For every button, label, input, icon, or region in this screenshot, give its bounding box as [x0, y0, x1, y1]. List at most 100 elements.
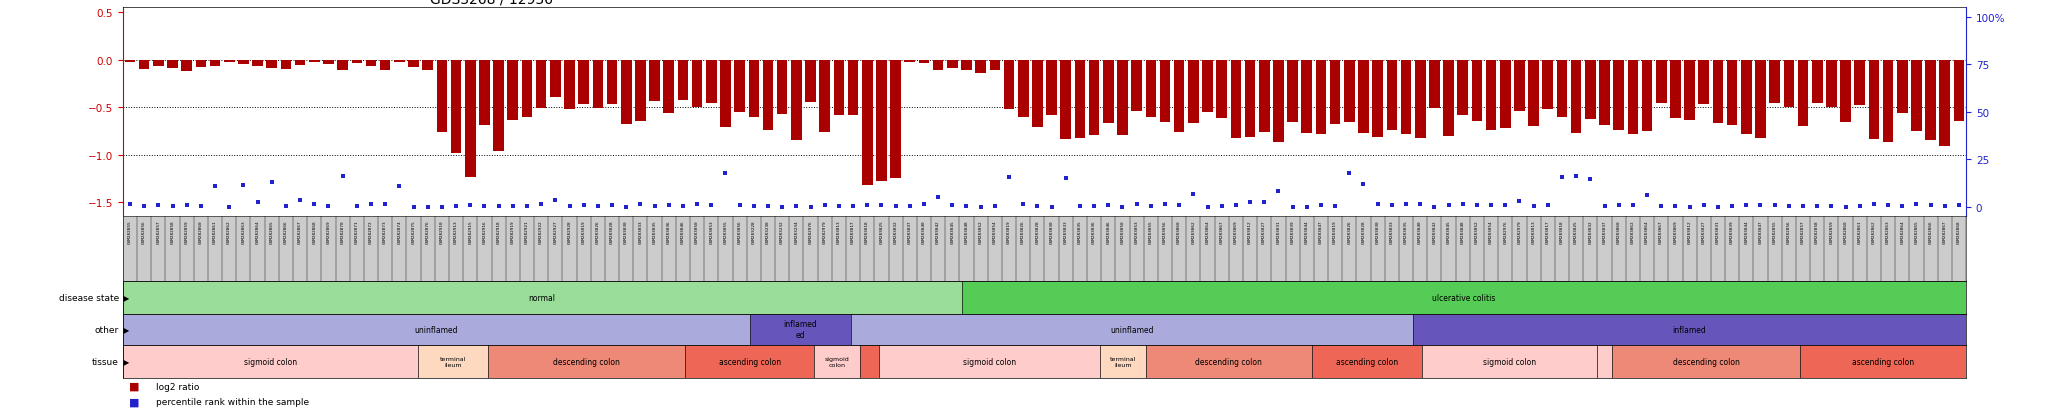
Bar: [1485, 60, 1497, 131]
Bar: [776, 60, 788, 115]
Point: [1262, 188, 1294, 195]
Point: [1561, 173, 1593, 180]
Point: [397, 204, 430, 210]
Text: GSM283053: GSM283053: [709, 219, 713, 243]
Point: [709, 170, 741, 177]
Text: GSM283230: GSM283230: [766, 219, 770, 243]
Text: GSM282867: GSM282867: [299, 219, 303, 243]
Bar: [877, 60, 887, 182]
Text: descending colon: descending colon: [1673, 357, 1739, 366]
Point: [227, 182, 260, 189]
Point: [1872, 202, 1905, 209]
Point: [838, 204, 870, 210]
Bar: [508, 60, 518, 121]
Bar: [465, 60, 475, 178]
Text: GSM283017: GSM283017: [1546, 219, 1550, 243]
Point: [213, 204, 246, 211]
Bar: [1683, 60, 1696, 121]
Point: [1034, 204, 1067, 210]
Point: [1688, 202, 1720, 209]
Bar: [1800, 345, 1966, 378]
Point: [539, 197, 571, 203]
Point: [1575, 176, 1608, 183]
Bar: [1159, 60, 1169, 123]
Point: [1772, 203, 1804, 210]
Bar: [563, 60, 575, 110]
Text: GSM283048: GSM283048: [1460, 219, 1464, 243]
Point: [481, 204, 514, 210]
Text: GSM282916: GSM282916: [483, 219, 487, 243]
Bar: [522, 60, 532, 117]
Bar: [1430, 60, 1440, 109]
Text: GSM283060: GSM283060: [1178, 219, 1182, 243]
Text: GSM283037: GSM283037: [1602, 219, 1606, 243]
Bar: [664, 60, 674, 113]
Bar: [1358, 60, 1368, 134]
Point: [596, 202, 629, 209]
Point: [1602, 203, 1634, 209]
Text: GSM283060: GSM283060: [1616, 219, 1620, 243]
Text: GSM282858: GSM282858: [1815, 219, 1819, 243]
Text: GSM283069: GSM283069: [1673, 219, 1677, 243]
Bar: [805, 60, 815, 103]
Point: [907, 202, 940, 208]
Bar: [1386, 60, 1397, 130]
Bar: [1343, 60, 1354, 123]
Text: GSM282864: GSM282864: [256, 219, 260, 243]
Bar: [1274, 60, 1284, 142]
Text: GSM283033: GSM283033: [1063, 219, 1067, 243]
Text: GSM283042: GSM283042: [1432, 219, 1436, 243]
Bar: [834, 60, 844, 116]
Text: GSM283050: GSM283050: [694, 219, 698, 243]
Point: [1460, 202, 1493, 209]
Bar: [963, 281, 1966, 314]
Bar: [139, 60, 150, 70]
Text: GSM283028: GSM283028: [1362, 219, 1366, 243]
Bar: [1315, 60, 1327, 134]
Point: [1362, 202, 1395, 208]
Point: [1063, 203, 1096, 210]
Bar: [1260, 60, 1270, 133]
Bar: [1401, 60, 1411, 134]
Text: ▶: ▶: [121, 325, 129, 334]
Point: [1645, 204, 1677, 210]
Text: GSM283019: GSM283019: [1333, 219, 1337, 243]
Point: [369, 202, 401, 208]
Point: [426, 204, 459, 211]
Bar: [1444, 60, 1454, 137]
Bar: [860, 345, 879, 378]
Text: descending colon: descending colon: [553, 357, 621, 366]
Text: GSM282979: GSM282979: [823, 219, 827, 243]
Text: GSM283064: GSM283064: [1645, 219, 1649, 243]
Text: ulcerative colitis: ulcerative colitis: [1432, 293, 1495, 302]
Point: [1049, 175, 1081, 182]
Bar: [1882, 60, 1894, 142]
Bar: [1372, 60, 1382, 137]
Point: [311, 203, 344, 210]
Text: GSM283054: GSM283054: [1489, 219, 1493, 243]
Text: GSM283045: GSM283045: [950, 219, 954, 243]
Text: GSM283030: GSM283030: [1049, 219, 1053, 243]
Text: GSM282863: GSM282863: [242, 219, 246, 243]
Text: GSM283025: GSM283025: [1575, 219, 1579, 243]
Text: GSM282976: GSM282976: [809, 219, 813, 243]
Bar: [324, 60, 334, 65]
Text: normal: normal: [528, 293, 555, 302]
Text: GSM282919: GSM282919: [510, 219, 514, 243]
Text: GSM282855: GSM282855: [1774, 219, 1778, 243]
Point: [1929, 203, 1962, 210]
Point: [1915, 202, 1948, 209]
Text: sigmoid colon: sigmoid colon: [1483, 357, 1536, 366]
Text: GSM282918: GSM282918: [496, 219, 500, 243]
Bar: [819, 60, 829, 132]
Point: [285, 197, 317, 204]
Point: [113, 202, 145, 208]
Point: [1786, 204, 1819, 210]
Bar: [436, 60, 446, 133]
Bar: [748, 60, 760, 118]
Bar: [352, 60, 362, 64]
Bar: [1047, 60, 1057, 116]
Point: [184, 204, 217, 210]
Text: GSM283032: GSM283032: [893, 219, 897, 243]
Bar: [1032, 60, 1042, 128]
